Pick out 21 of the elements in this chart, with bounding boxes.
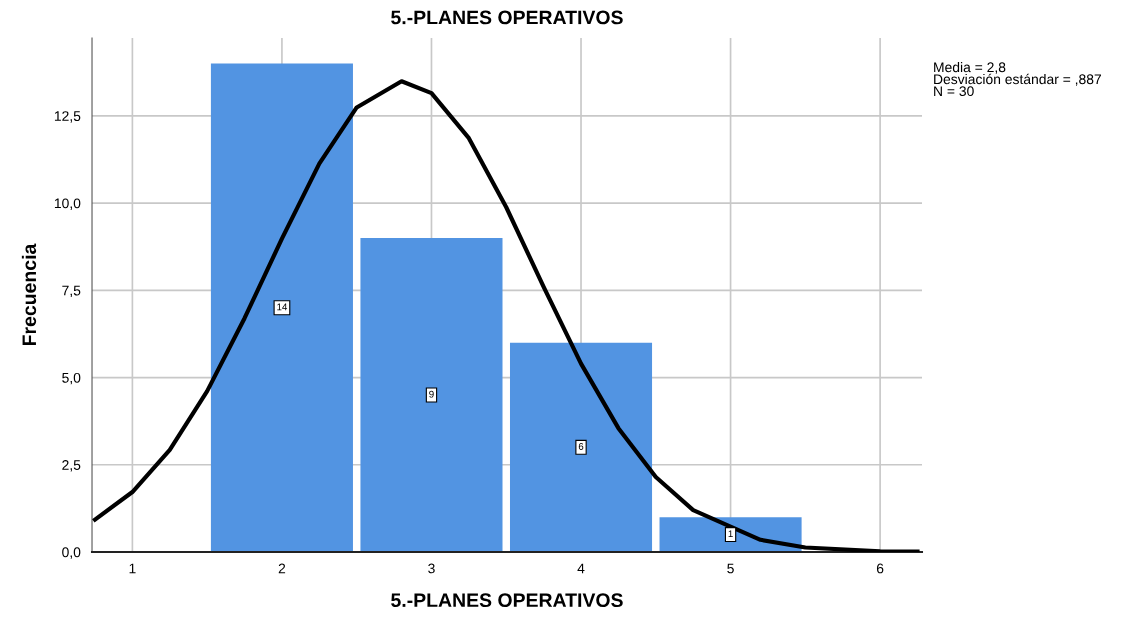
data-label: 14 (277, 303, 288, 311)
y-tick-label: 12,5 (54, 111, 81, 123)
chart-title: 5.-PLANES OPERATIVOS (391, 10, 623, 25)
y-tick-label: 5,0 (62, 372, 81, 385)
y-axis-title: Frecuencia (21, 243, 37, 346)
x-tick-label: 1 (129, 563, 136, 574)
text: Media = 2,8 Desviación estándar = ,887 N = 30 (934, 62, 1101, 97)
y-tick-label: 0,0 (62, 547, 81, 559)
y-tick-label: 7,5 (62, 285, 81, 298)
x-tick-label: 6 (876, 563, 884, 574)
data-label: 1 (728, 530, 733, 538)
y-tick-label: 10,0 (54, 198, 81, 210)
line-series (92, 79, 920, 553)
x-axis-title: 5.-PLANES OPERATIVOS (391, 593, 623, 608)
x-tick-label: 5 (727, 563, 734, 574)
x-tick-label: 4 (577, 563, 585, 574)
data-label: 9 (429, 390, 434, 398)
y-tick-label: 2,5 (62, 460, 81, 472)
x-tick-label: 3 (428, 563, 435, 574)
data-label: 6 (578, 443, 584, 450)
x-tick-label: 2 (278, 563, 286, 574)
